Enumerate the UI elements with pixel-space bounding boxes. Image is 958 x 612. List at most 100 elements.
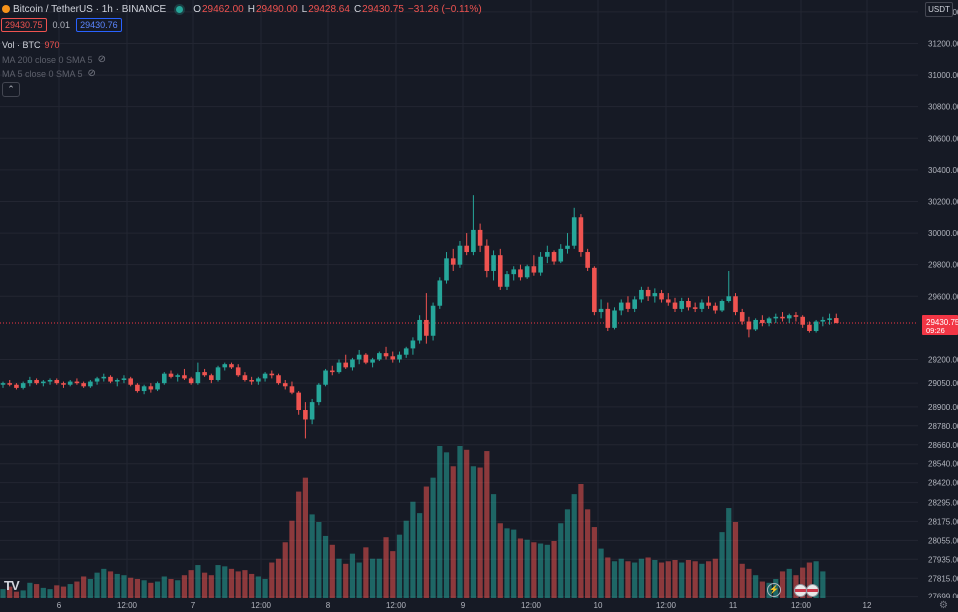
volume-bar (719, 532, 725, 598)
candle-body (639, 289, 644, 300)
volume-bar (390, 551, 396, 598)
candle (538, 252, 543, 276)
candle-body (477, 229, 483, 246)
volume-bar (343, 563, 349, 598)
last-price-tag-label: 29430.75 (926, 318, 958, 327)
candle (350, 357, 355, 371)
buy-price-button[interactable]: 29430.76 (76, 18, 122, 32)
candle (343, 354, 349, 369)
candle-body (316, 384, 322, 403)
candle-body (618, 302, 624, 311)
volume-bar (27, 582, 33, 598)
low-value: 29428.64 (308, 3, 350, 15)
volume-bar (497, 523, 503, 598)
candle-body (585, 252, 590, 268)
volume-bar (275, 558, 282, 598)
ma5-indicator[interactable]: MA 5 close 0 SMA 5 ⊘ (2, 68, 96, 79)
candle-body (20, 383, 26, 388)
candle (504, 270, 510, 290)
volume-bar (712, 558, 718, 598)
tradingview-logo: TV (4, 578, 20, 593)
candle-body (289, 386, 295, 393)
time-axis[interactable] (0, 598, 958, 612)
candle-body (706, 302, 711, 306)
volume-bar (490, 494, 497, 598)
volume-bar (356, 562, 362, 598)
price-tick-label: 28175.00 (928, 517, 958, 526)
gear-icon[interactable]: ⚙ (939, 600, 948, 611)
price-tick-label: 28900.00 (928, 403, 958, 412)
volume-bar (316, 522, 322, 598)
volume-bar (87, 579, 93, 598)
volume-bar (195, 565, 201, 598)
candle (612, 307, 617, 330)
volume-bar (423, 486, 429, 598)
volume-bar (242, 570, 248, 598)
volume-bar (578, 484, 584, 598)
candle (155, 381, 160, 392)
lightning-icon[interactable]: ⚡ (767, 583, 781, 597)
volume-bar (302, 477, 308, 598)
candle-body (7, 383, 13, 385)
volume-bar (417, 513, 423, 598)
candle (450, 248, 456, 271)
candle-body (659, 293, 664, 300)
symbol-title[interactable]: Bitcoin / TetherUS · 1h · BINANCE (13, 3, 167, 15)
candle-body (545, 252, 550, 257)
candle-body (209, 375, 214, 380)
volume-bar (685, 560, 692, 598)
candle (242, 372, 248, 382)
volume-bar (618, 558, 624, 598)
candle (793, 312, 799, 322)
volume-indicator[interactable]: Vol · BTC 970 (2, 40, 60, 50)
candle-body (296, 392, 301, 411)
volume-bar (13, 591, 20, 598)
trade-buttons: 29430.75 0.01 29430.76 (1, 18, 122, 32)
price-tick-label: 28295.00 (928, 498, 958, 507)
volume-bar (329, 544, 335, 598)
candle (148, 383, 154, 393)
volume-bar (625, 561, 631, 598)
volume-bar (208, 575, 214, 598)
volume-bar (504, 528, 510, 598)
candle-body (101, 376, 107, 379)
ma200-indicator[interactable]: MA 200 close 0 SMA 5 ⊘ (2, 54, 106, 65)
candle-body (760, 319, 765, 324)
candle (182, 368, 187, 380)
sell-price-button[interactable]: 29430.75 (1, 18, 47, 32)
us-flag-icon[interactable] (806, 584, 819, 597)
volume-bar (168, 579, 174, 598)
volume-bar (141, 580, 147, 598)
candle (652, 288, 658, 303)
price-axis[interactable] (918, 0, 958, 598)
close-label: C (353, 3, 362, 15)
candle-body (793, 315, 799, 317)
countdown-label: 09:26 (926, 326, 945, 335)
candle (54, 378, 60, 385)
candle (101, 373, 107, 382)
low-label: L (301, 3, 308, 15)
candle-body (175, 375, 181, 377)
candle (833, 313, 839, 324)
candle-body (820, 319, 826, 322)
hidden-eye-icon[interactable]: ⊘ (97, 54, 106, 65)
candle-body (256, 378, 261, 382)
currency-unit-button[interactable]: USDT (925, 2, 953, 17)
candle-body (356, 354, 362, 360)
volume-bar (370, 558, 376, 598)
candle-body (430, 305, 436, 336)
candle (336, 359, 342, 374)
candle (558, 244, 564, 264)
candle-body (229, 364, 234, 368)
time-tick-label: 12:00 (251, 601, 272, 610)
time-axis-labels: 6 12:00 7 12:00 8 12:00 9 12:00 10 12:00 11 12:00 12 (57, 601, 872, 610)
candle (269, 370, 275, 379)
volume-bar (517, 538, 524, 598)
candle (571, 207, 577, 249)
price-tick-label: 29050.00 (928, 379, 958, 388)
collapse-legend-button[interactable]: ⌃ (2, 82, 20, 97)
price-tick-label: 30200.00 (928, 197, 958, 206)
hidden-eye-icon[interactable]: ⊘ (87, 68, 96, 79)
candle-body (309, 402, 315, 420)
